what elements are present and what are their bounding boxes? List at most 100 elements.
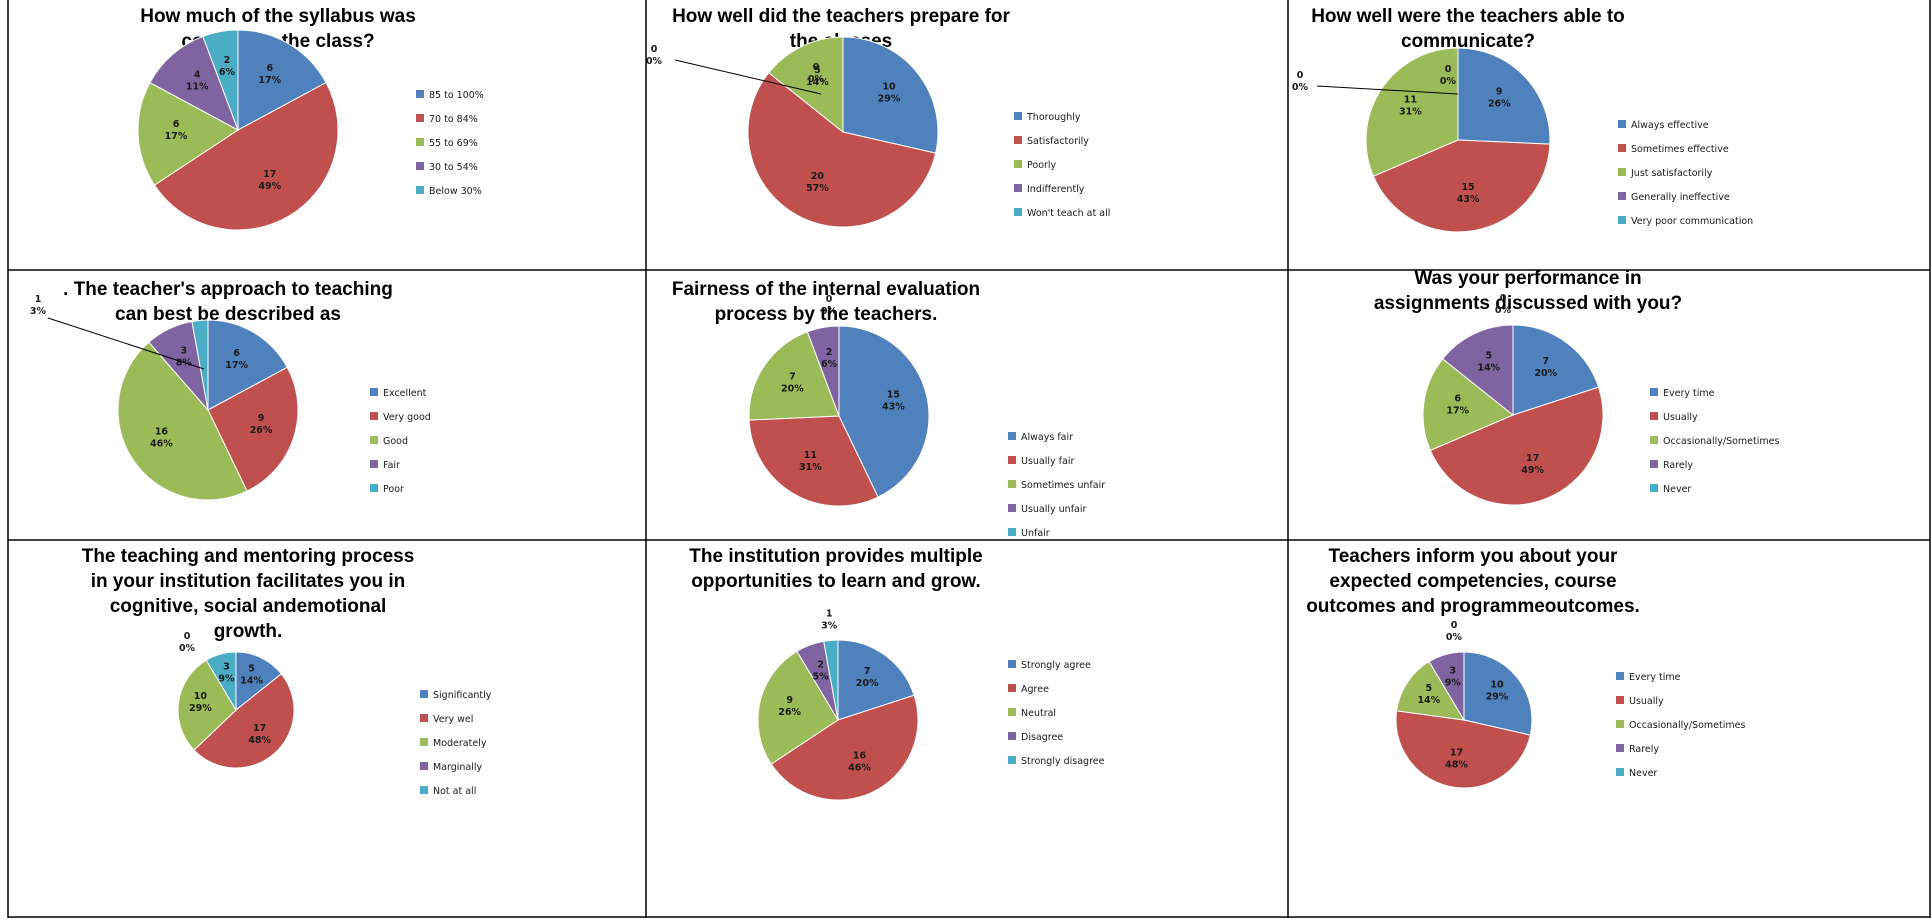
legend-label: Usually bbox=[1629, 696, 1664, 707]
legend-swatch bbox=[1650, 388, 1658, 396]
pie-slice bbox=[837, 639, 915, 721]
data-label-value: 0 bbox=[184, 631, 191, 642]
pie-chart-9: Teachers inform you about your expected c… bbox=[1288, 540, 1930, 918]
legend-label: Sometimes effective bbox=[1631, 144, 1729, 155]
data-label-percent: 14% bbox=[806, 77, 829, 88]
chart-title-line: Teachers inform you about your bbox=[1329, 546, 1619, 567]
legend-label: Very wel bbox=[433, 714, 473, 725]
legend-label: Thoroughly bbox=[1026, 112, 1081, 123]
legend-label: Usually bbox=[1663, 412, 1698, 423]
data-label-value: 7 bbox=[1542, 356, 1549, 367]
legend-swatch bbox=[1008, 480, 1016, 488]
data-label-value: 7 bbox=[789, 371, 796, 382]
legend-swatch bbox=[1008, 708, 1016, 716]
data-label-value: 17 bbox=[1450, 747, 1463, 758]
data-label-value: 2 bbox=[817, 660, 824, 671]
data-label-value: 17 bbox=[253, 723, 266, 734]
legend-swatch bbox=[370, 484, 378, 492]
pie-chart-8: The institution provides multiple opportu… bbox=[646, 540, 1288, 918]
legend-label: Excellent bbox=[383, 388, 427, 399]
data-label-percent: 17% bbox=[165, 131, 188, 142]
data-label-value: 11 bbox=[1404, 95, 1417, 106]
legend-swatch bbox=[1618, 120, 1626, 128]
data-label-percent: 0% bbox=[1292, 82, 1309, 93]
legend-label: Below 30% bbox=[429, 186, 482, 197]
legend-label: Unfair bbox=[1021, 528, 1050, 539]
legend-swatch bbox=[1008, 684, 1016, 692]
legend-label: Poorly bbox=[1027, 160, 1057, 171]
legend-swatch bbox=[1014, 184, 1022, 192]
legend-swatch bbox=[420, 786, 428, 794]
data-label-value: 2 bbox=[826, 347, 833, 358]
data-label-value: 9 bbox=[258, 413, 265, 424]
chart-title-line: How much of the syllabus was bbox=[140, 6, 416, 27]
data-label-value: 16 bbox=[853, 751, 867, 762]
legend-label: Always effective bbox=[1631, 120, 1709, 131]
data-label-value: 17 bbox=[263, 169, 276, 180]
legend-swatch bbox=[1650, 460, 1658, 468]
chart-title-line: . The teacher's approach to teaching bbox=[63, 279, 393, 300]
legend-swatch bbox=[1008, 528, 1016, 536]
legend-label: Every time bbox=[1663, 388, 1715, 399]
data-label-percent: 46% bbox=[150, 439, 173, 450]
legend-swatch bbox=[1008, 456, 1016, 464]
legend-label: Sometimes unfair bbox=[1021, 480, 1105, 491]
data-label-value: 0 bbox=[826, 294, 833, 305]
data-label-value: 5 bbox=[248, 664, 255, 675]
pie-slice bbox=[1441, 324, 1514, 417]
data-label-value: 6 bbox=[173, 119, 180, 130]
data-label-value: 4 bbox=[194, 69, 201, 80]
chart-title-line: The teaching and mentoring process bbox=[82, 546, 415, 567]
pie-slice bbox=[1457, 47, 1551, 145]
pie-slice bbox=[1512, 324, 1600, 416]
data-label-percent: 20% bbox=[781, 383, 804, 394]
legend-swatch bbox=[370, 436, 378, 444]
data-label-value: 6 bbox=[1454, 394, 1461, 405]
data-label-percent: 9% bbox=[1445, 677, 1462, 688]
legend-label: Fair bbox=[383, 460, 400, 471]
data-label-percent: 26% bbox=[250, 425, 273, 436]
pie-chart-3: How well were the teachers able to commun… bbox=[1288, 0, 1930, 270]
data-label-percent: 26% bbox=[1488, 99, 1511, 110]
data-label-value: 3 bbox=[1449, 665, 1456, 676]
data-label-percent: 0% bbox=[1495, 305, 1512, 316]
legend-label: Generally ineffective bbox=[1631, 192, 1730, 203]
pie-chart-6: Was your performance in assignments discu… bbox=[1288, 270, 1930, 540]
legend-swatch bbox=[1650, 412, 1658, 420]
legend-swatch bbox=[1616, 720, 1624, 728]
pie-slice bbox=[748, 331, 840, 421]
legend-swatch bbox=[1616, 744, 1624, 752]
pie-slice bbox=[1422, 358, 1514, 452]
data-label-percent: 31% bbox=[1399, 107, 1422, 118]
legend-label: Agree bbox=[1021, 684, 1049, 695]
pie-slice bbox=[202, 29, 239, 131]
data-label-percent: 14% bbox=[1477, 363, 1500, 374]
legend-label: Significantly bbox=[433, 690, 492, 701]
pie-slice bbox=[137, 81, 239, 186]
data-label-percent: 26% bbox=[778, 707, 801, 718]
pie-slice bbox=[748, 415, 879, 507]
chart-title-line: process by the teachers. bbox=[715, 304, 938, 325]
chart-title-line: outcomes and programmeoutcomes. bbox=[1306, 596, 1640, 617]
legend-swatch bbox=[420, 714, 428, 722]
data-label-percent: 0% bbox=[808, 74, 825, 85]
data-label-value: 5 bbox=[814, 65, 821, 76]
legend-swatch bbox=[416, 162, 424, 170]
data-label-percent: 14% bbox=[240, 676, 263, 687]
data-label-value: 3 bbox=[223, 661, 230, 672]
chart-title-line: Was your performance in bbox=[1414, 270, 1641, 289]
legend-label: Every time bbox=[1629, 672, 1681, 683]
data-label-value: 0 bbox=[1451, 620, 1458, 631]
data-label-value: 9 bbox=[1496, 87, 1503, 98]
legend-swatch bbox=[1616, 768, 1624, 776]
legend-label: Satisfactorily bbox=[1027, 136, 1089, 147]
data-label-percent: 46% bbox=[848, 763, 871, 774]
legend-label: 30 to 54% bbox=[429, 162, 478, 173]
legend-swatch bbox=[1014, 136, 1022, 144]
data-label-value: 10 bbox=[1490, 680, 1504, 691]
legend-swatch bbox=[1618, 216, 1626, 224]
data-label-value: 9 bbox=[786, 695, 793, 706]
legend-label: Occasionally/Sometimes bbox=[1629, 720, 1745, 731]
legend-swatch bbox=[416, 114, 424, 122]
pie-slice bbox=[842, 36, 939, 154]
